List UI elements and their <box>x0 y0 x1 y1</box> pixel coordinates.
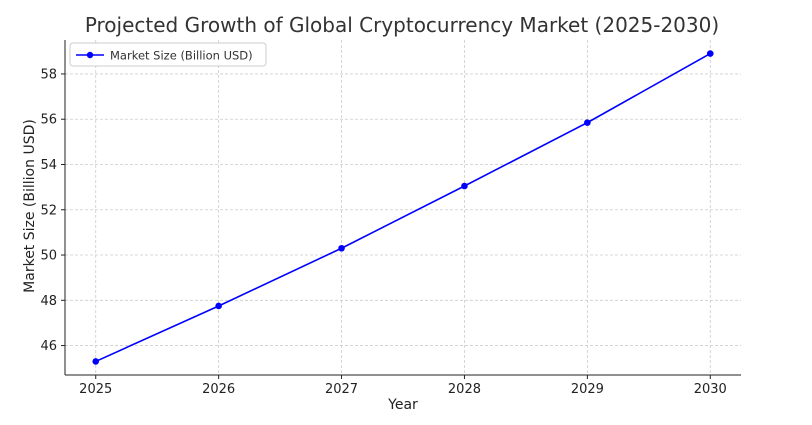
legend: Market Size (Billion USD) <box>69 42 267 67</box>
y-tick-label: 52 <box>40 203 57 218</box>
axis-ticks: 2025 2026 2027 2028 2029 2030 46 48 50 52 54 56 58 <box>40 67 726 397</box>
data-point <box>338 244 345 252</box>
grid-lines <box>65 40 741 375</box>
x-tick-label: 2025 <box>79 382 112 397</box>
y-tick-label: 48 <box>40 294 57 309</box>
chart-title: Projected Growth of Global Cryptocurrenc… <box>85 13 719 37</box>
data-point <box>584 119 591 126</box>
legend-label: Market Size (Billion USD) <box>110 49 253 63</box>
y-tick-label: 58 <box>40 67 57 82</box>
legend-box <box>69 42 267 67</box>
axes <box>64 40 741 376</box>
y-axis-label: Market Size (Billion USD) <box>22 119 38 293</box>
y-tick-label: 56 <box>40 113 57 128</box>
y-tick-label: 50 <box>40 249 57 264</box>
y-tick-label: 46 <box>40 339 57 354</box>
data-series <box>92 50 714 365</box>
legend-marker-swatch <box>86 51 94 59</box>
x-tick-label: 2028 <box>448 382 481 397</box>
x-axis-label: Year <box>387 397 418 413</box>
x-tick-label: 2029 <box>571 382 604 397</box>
data-point <box>706 50 714 57</box>
data-point <box>461 182 468 190</box>
x-tick-label: 2027 <box>325 382 358 397</box>
data-point <box>92 358 100 365</box>
x-tick-label: 2026 <box>202 382 235 397</box>
data-point <box>215 302 222 310</box>
x-tick-label: 2030 <box>694 382 727 397</box>
y-tick-label: 54 <box>40 158 57 173</box>
series-line <box>95 52 711 363</box>
